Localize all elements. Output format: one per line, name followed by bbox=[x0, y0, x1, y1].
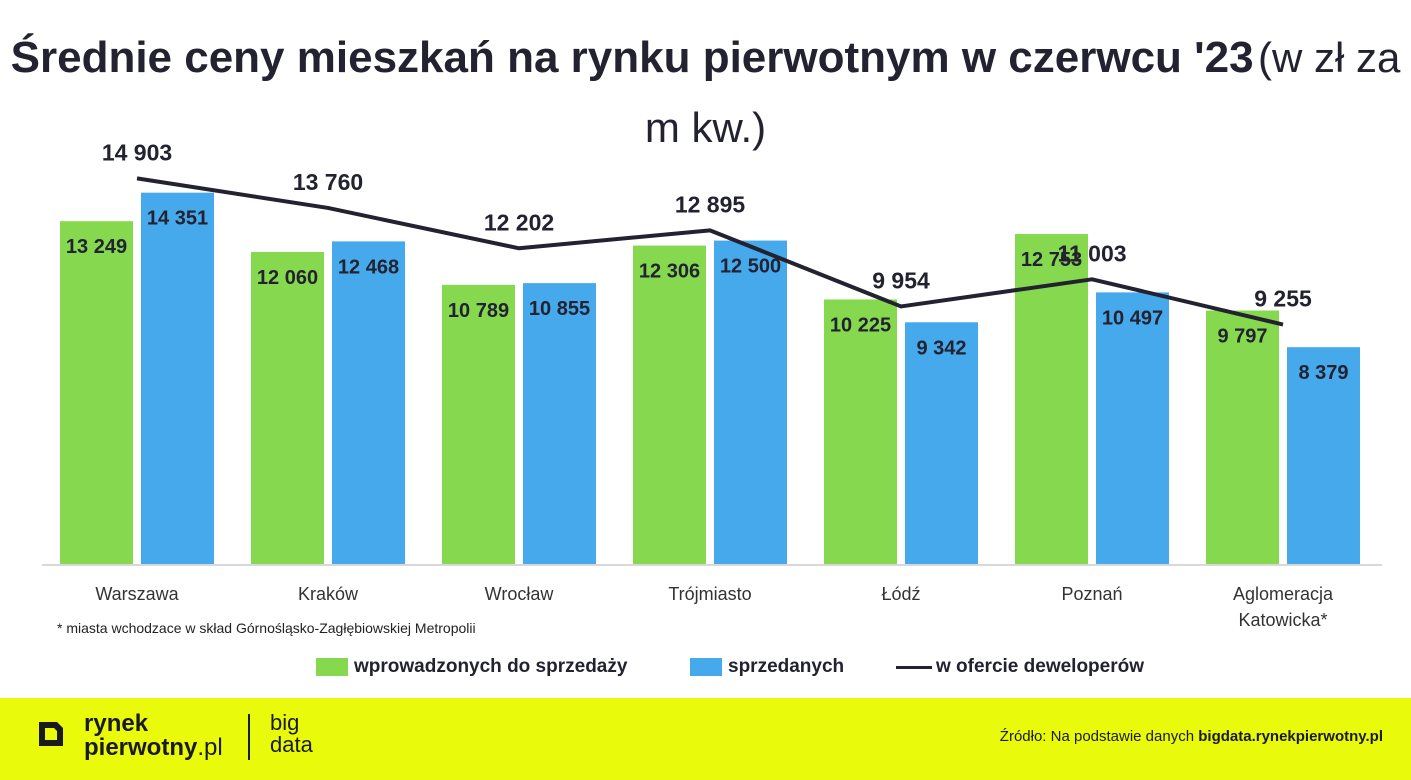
bar-sold bbox=[905, 322, 978, 564]
legend-line-offer bbox=[896, 665, 932, 669]
bar-sold bbox=[1287, 347, 1360, 564]
bar-introduced bbox=[633, 245, 706, 564]
legend-label-offer: w ofercie deweloperów bbox=[936, 656, 1144, 677]
x-tick-label: Warszawa bbox=[95, 584, 179, 604]
legend-label-sold: sprzedanych bbox=[728, 656, 845, 677]
chart-title-unit: (w zł za m kw.) bbox=[644, 34, 1401, 151]
x-tick-label: Łódź bbox=[881, 584, 920, 604]
logo-line2-light: .pl bbox=[197, 734, 223, 761]
bar-sold bbox=[332, 241, 405, 564]
x-tick-label: Aglomeracja Katowicka* bbox=[1233, 584, 1334, 630]
bar-introduced bbox=[442, 284, 515, 564]
legend-item-offer: w ofercie deweloperów bbox=[896, 652, 1144, 682]
source-note: Źródło: Na podstawie danych bigdata.ryne… bbox=[1000, 728, 1383, 745]
bar-introduced bbox=[251, 251, 324, 564]
data-label-sold: 14 351 bbox=[147, 208, 208, 230]
logo-divider bbox=[248, 714, 250, 760]
x-tick-label: Wrocław bbox=[485, 584, 555, 604]
data-label-sold: 10 497 bbox=[1102, 307, 1163, 329]
bar-sold bbox=[141, 192, 214, 564]
data-label-introduced: 12 060 bbox=[257, 267, 318, 289]
bar-introduced bbox=[1206, 310, 1279, 564]
rynekpierwotny-logo-icon bbox=[39, 722, 63, 746]
data-label-introduced: 9 797 bbox=[1217, 326, 1267, 348]
data-label-introduced: 10 789 bbox=[448, 300, 509, 322]
x-tick-label: Poznań bbox=[1061, 584, 1122, 604]
chart-title-main: Średnie ceny mieszkań na rynku pierwotny… bbox=[10, 33, 1254, 82]
data-label-offer: 9 255 bbox=[1254, 286, 1312, 312]
chart-footnote: * miasta wchodzace w skład Górnośląsko-Z… bbox=[57, 620, 476, 636]
logo-line2-bold: pierwotny bbox=[84, 734, 198, 761]
data-label-sold: 10 855 bbox=[529, 298, 590, 320]
data-label-sold: 9 342 bbox=[916, 337, 966, 359]
data-label-offer: 11 003 bbox=[1057, 240, 1126, 266]
data-label-offer: 14 903 bbox=[102, 139, 172, 165]
bigdata-line2: data bbox=[270, 732, 313, 757]
source-prefix: Źródło: Na podstawie danych bbox=[999, 728, 1199, 745]
data-label-offer: 12 895 bbox=[675, 191, 746, 217]
data-label-offer: 13 760 bbox=[293, 169, 363, 195]
legend-item-sold: sprzedanych bbox=[690, 652, 844, 682]
data-label-offer: 12 202 bbox=[484, 209, 554, 235]
data-label-introduced: 10 225 bbox=[830, 314, 891, 336]
bar-sold bbox=[1096, 292, 1169, 564]
line-offer bbox=[136, 176, 1284, 327]
data-label-sold: 12 500 bbox=[720, 256, 781, 278]
legend-label-introduced: wprowadzonych do sprzedaży bbox=[354, 656, 628, 677]
footer-bar: rynek pierwotny.pl big data Źródło: Na p… bbox=[0, 698, 1411, 780]
bigdata-logo-text: big data bbox=[270, 712, 313, 756]
x-tick-label: Trójmiasto bbox=[668, 584, 751, 604]
legend-item-introduced: wprowadzonych do sprzedaży bbox=[316, 652, 627, 682]
x-tick-label: Kraków bbox=[298, 584, 359, 604]
chart-legend: wprowadzonych do sprzedaży sprzedanych w… bbox=[0, 652, 1411, 682]
data-label-offer: 9 954 bbox=[872, 267, 930, 293]
data-label-introduced: 13 249 bbox=[66, 236, 127, 258]
data-label-sold: 8 379 bbox=[1298, 362, 1348, 384]
logo-line1: rynek bbox=[84, 710, 149, 737]
data-label-introduced: 12 753 bbox=[1021, 249, 1082, 271]
source-link: bigdata.rynekpierwotny.pl bbox=[1198, 728, 1383, 745]
legend-swatch-introduced bbox=[316, 658, 348, 676]
data-label-introduced: 12 306 bbox=[639, 261, 700, 283]
logo-line2: pierwotny.pl bbox=[84, 736, 223, 760]
bar-introduced bbox=[60, 221, 133, 564]
chart-plot: 13 249 14 351 Warszawa 12 060 12 468 Kraków 10… bbox=[42, 139, 1382, 630]
chart-title: Średnie ceny mieszkań na rynku pierwotny… bbox=[0, 28, 1411, 168]
bar-introduced bbox=[824, 299, 897, 564]
bigdata-line1: big bbox=[270, 710, 300, 735]
bar-sold bbox=[714, 240, 787, 564]
legend-swatch-sold bbox=[690, 658, 722, 676]
bar-sold bbox=[523, 283, 596, 564]
data-label-sold: 12 468 bbox=[338, 256, 399, 278]
rynekpierwotny-logo-text: rynek pierwotny.pl bbox=[84, 712, 223, 760]
